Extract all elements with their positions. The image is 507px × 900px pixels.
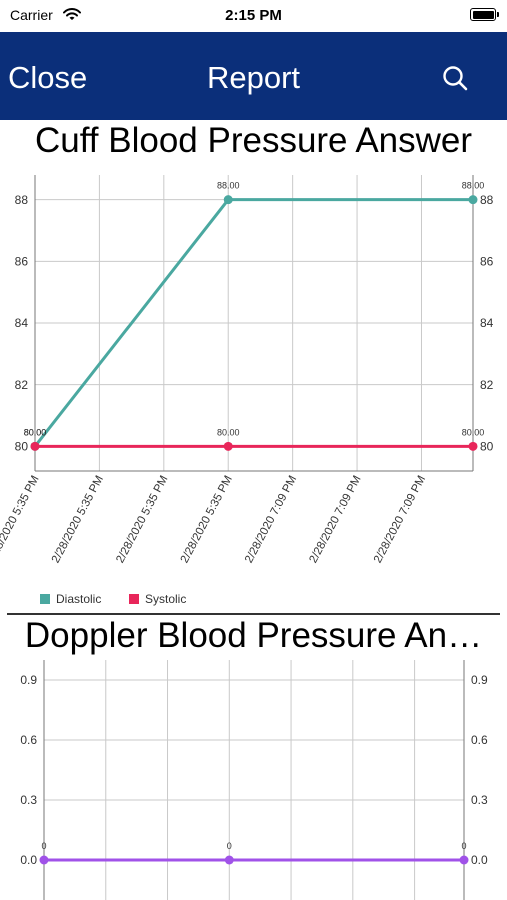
data-label: 80.00 <box>24 427 47 437</box>
legend-swatch <box>40 594 50 604</box>
wifi-icon <box>63 8 81 26</box>
doppler-chart-title: Doppler Blood Pressure An… <box>24 616 483 655</box>
status-bar: Carrier 2:15 PM <box>0 0 507 32</box>
x-tick-label: 2/28/2020 7:09 PM <box>307 474 363 565</box>
y-tick-label-right: 86 <box>480 255 494 269</box>
carrier-label: Carrier <box>10 7 53 23</box>
y-tick-label-left: 88 <box>15 193 29 207</box>
data-point <box>30 441 40 451</box>
y-tick-label-left: 0.3 <box>20 793 37 807</box>
y-tick-label-left: 0.6 <box>20 733 37 747</box>
y-tick-label-right: 0.3 <box>471 793 488 807</box>
y-tick-label-right: 80 <box>480 440 494 454</box>
data-point <box>468 441 478 451</box>
y-tick-label-right: 0.6 <box>471 733 488 747</box>
y-tick-label-left: 82 <box>15 378 29 392</box>
x-tick-label: 2/28/2020 5:35 PM <box>0 474 42 565</box>
close-button[interactable]: Close <box>8 60 88 95</box>
cuff-bp-chart: 80 80 82 82 84 84 86 86 88 88 80.00 88.00 88.00 80.00… <box>0 175 494 606</box>
search-icon[interactable] <box>441 64 471 94</box>
data-label: 80.00 <box>24 427 47 437</box>
y-tick-label-right: 0.0 <box>471 853 488 867</box>
data-point <box>224 855 234 865</box>
battery-icon <box>470 8 499 21</box>
y-tick-label-right: 0.9 <box>471 673 488 687</box>
data-point <box>223 441 233 451</box>
y-tick-label-left: 0.0 <box>20 853 37 867</box>
chart-divider <box>7 613 500 615</box>
x-tick-label: 2/28/2020 7:09 PM <box>372 474 428 565</box>
data-label: 80.00 <box>462 427 485 437</box>
y-tick-label-left: 84 <box>15 316 29 330</box>
legend-label: Diastolic <box>56 592 101 606</box>
data-label: 88.00 <box>217 181 240 191</box>
y-tick-label-left: 0.9 <box>20 673 37 687</box>
legend-label: Systolic <box>145 592 186 606</box>
x-tick-label: 2/28/2020 5:35 PM <box>179 474 235 565</box>
legend-swatch <box>129 594 139 604</box>
x-tick-label: 2/28/2020 5:35 PM <box>50 474 106 565</box>
y-tick-label-left: 86 <box>15 255 29 269</box>
data-label: 0 <box>41 841 46 851</box>
x-tick-label: 2/28/2020 7:09 PM <box>243 474 299 565</box>
navigation-bar: Close Report <box>0 32 507 120</box>
x-tick-label: 2/28/2020 5:35 PM <box>114 474 170 565</box>
data-point <box>223 195 233 205</box>
cuff-chart-title: Cuff Blood Pressure Answer <box>34 121 473 160</box>
data-label: 80.00 <box>217 427 240 437</box>
y-tick-label-right: 84 <box>480 316 494 330</box>
status-time: 2:15 PM <box>225 7 282 24</box>
data-point <box>459 855 469 865</box>
y-tick-label-left: 80 <box>15 440 29 454</box>
y-tick-label-right: 82 <box>480 378 494 392</box>
data-label: 0 <box>461 841 466 851</box>
data-label: 0 <box>227 841 232 851</box>
data-point <box>39 855 49 865</box>
y-tick-label-right: 88 <box>480 193 494 207</box>
data-label: 88.00 <box>462 181 485 191</box>
data-point <box>468 195 478 205</box>
